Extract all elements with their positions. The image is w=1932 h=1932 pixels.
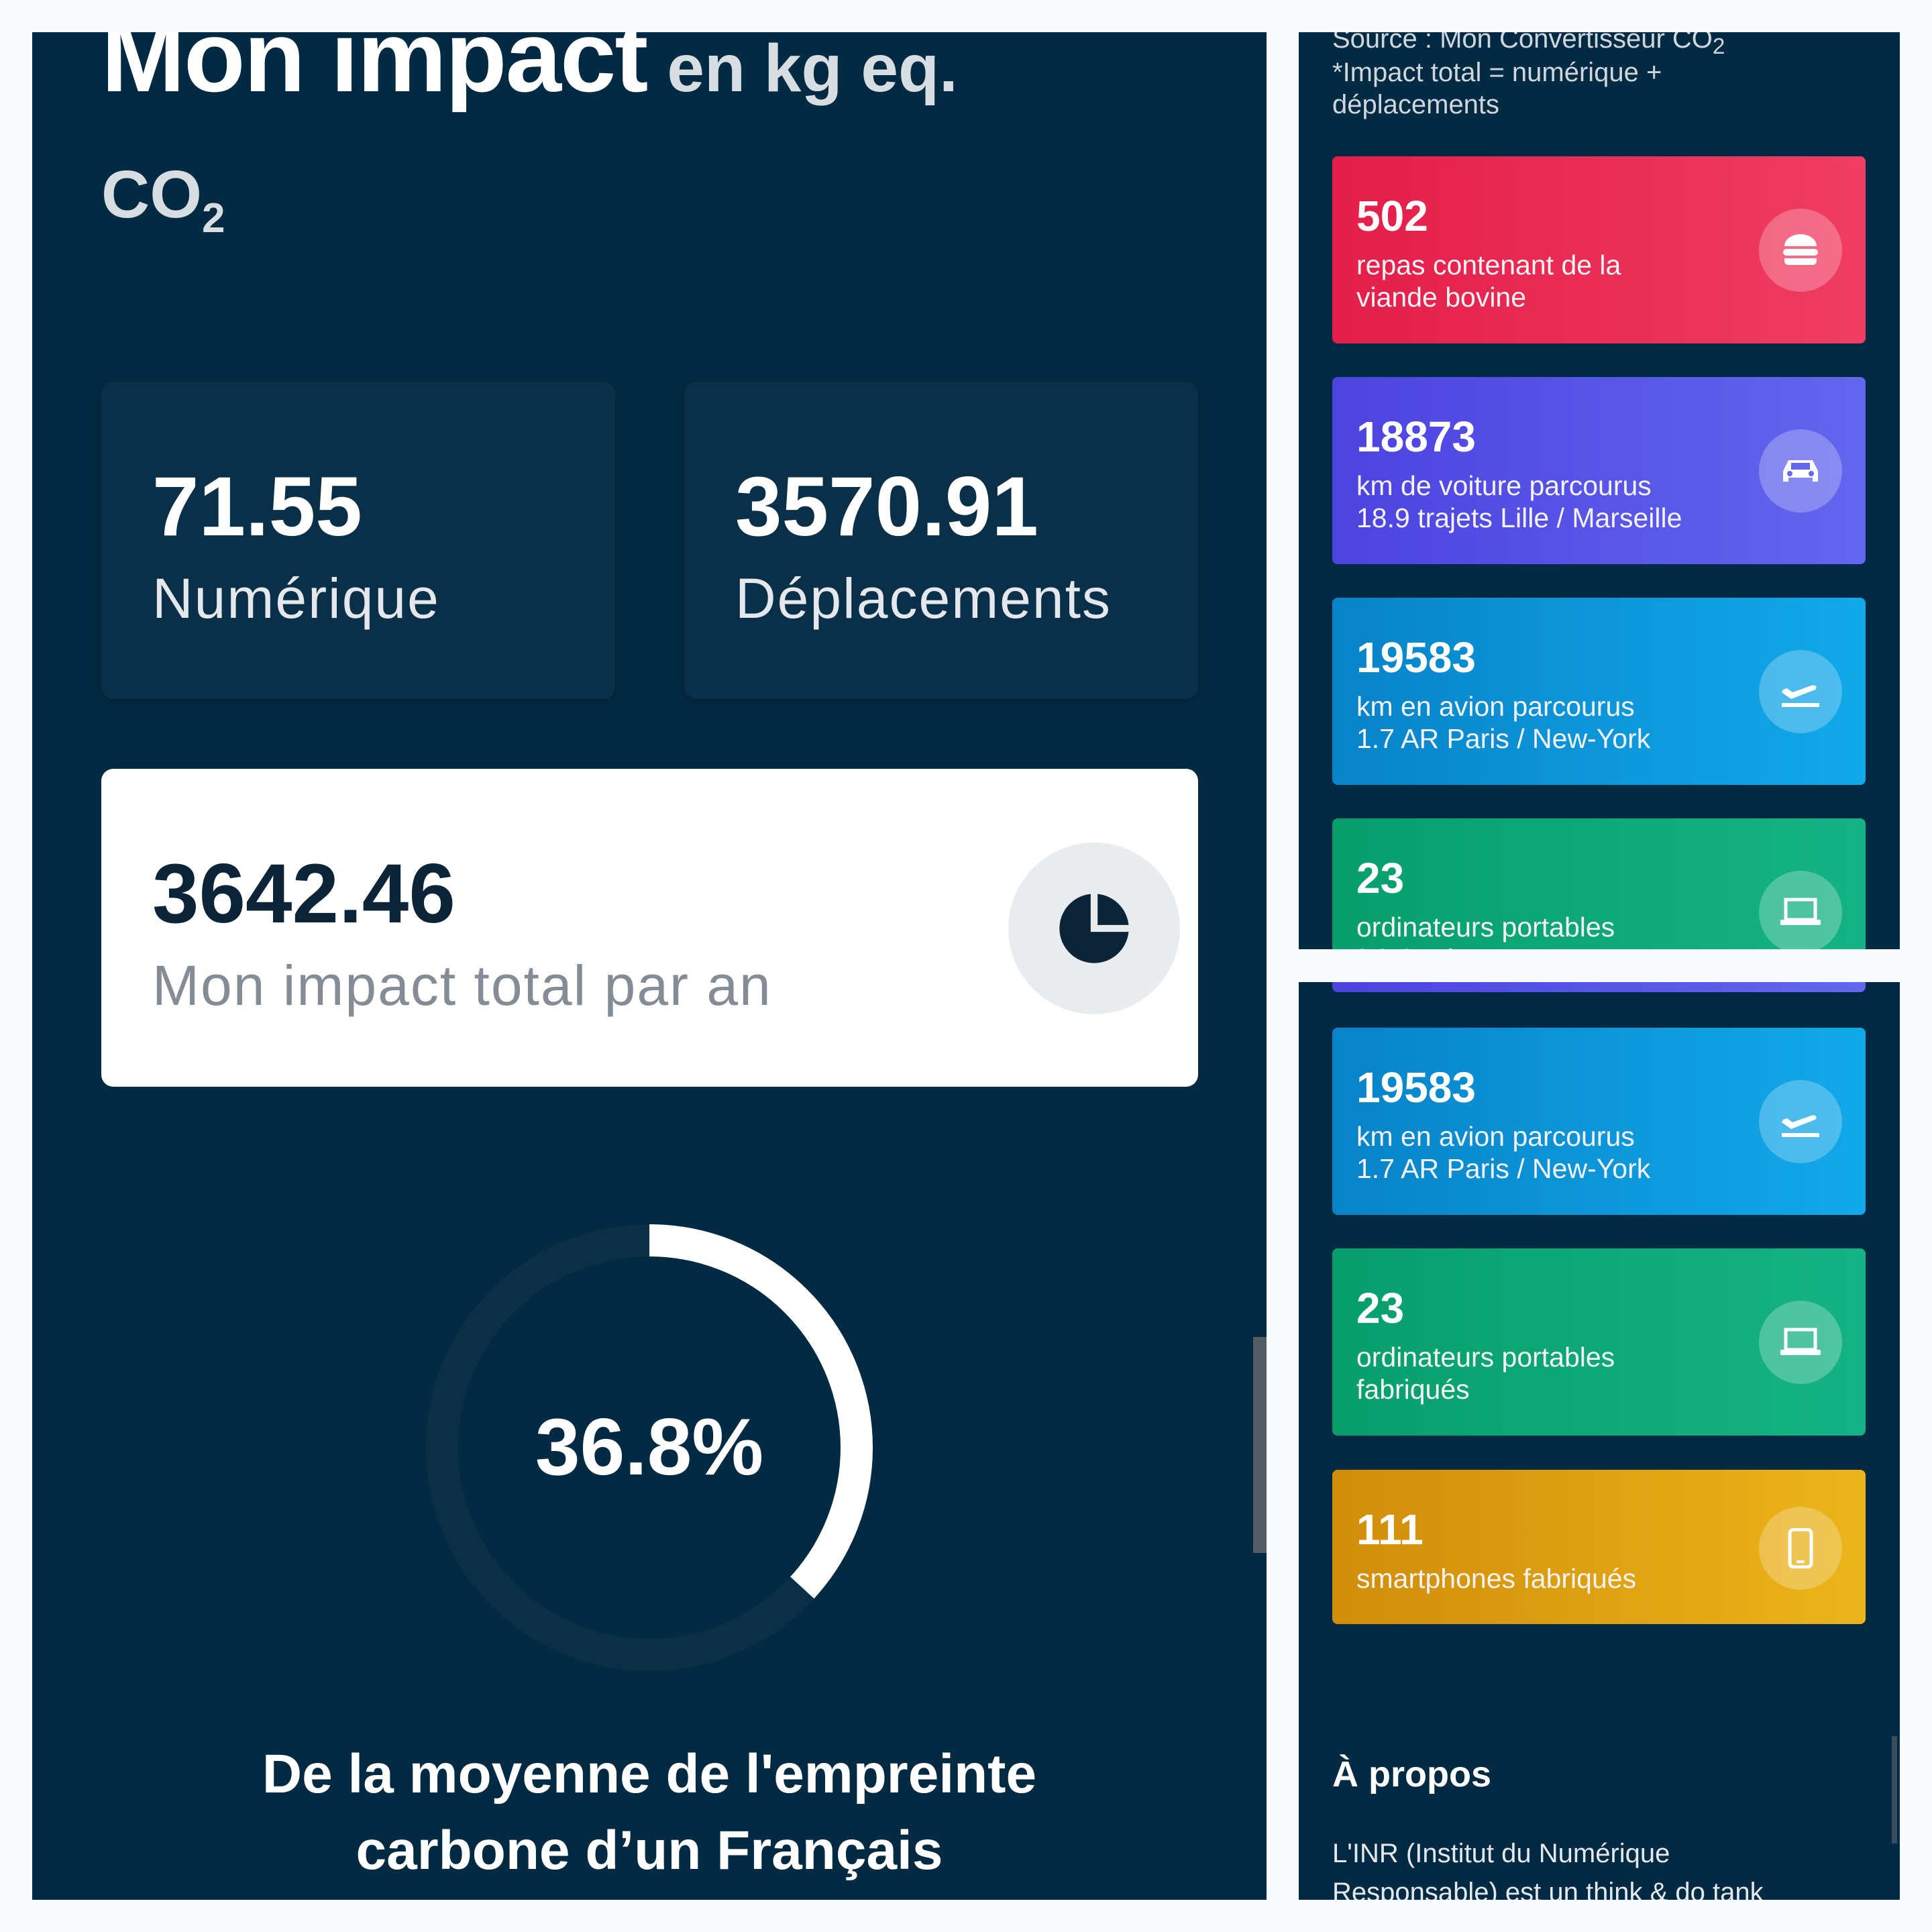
car-icon — [1759, 429, 1842, 513]
equivalent-card-plane: 19583 km en avion parcourus 1.7 AR Paris … — [1332, 1028, 1866, 1215]
stat-value: 3570.91 — [735, 460, 1038, 553]
footnote: *Impact total = numérique + — [1332, 58, 1662, 87]
scrollbar[interactable] — [1253, 1337, 1267, 1553]
ring-progress — [426, 1224, 873, 1671]
stat-value: 71.55 — [152, 460, 362, 553]
desc-line: repas contenant de la — [1356, 250, 1621, 280]
caption-line: carbone d’un Français — [356, 1820, 943, 1881]
inr-link[interactable]: Institut du Numérique — [1415, 1839, 1670, 1868]
total-impact-card: 3642.46 Mon impact total par an — [101, 769, 1198, 1087]
desc-line: 18.9 trajets Lille / Marseille — [1356, 502, 1682, 533]
equivalent-desc: km en avion parcourus 1.7 AR Paris / New-… — [1356, 1120, 1650, 1185]
equivalent-value: 19583 — [1356, 633, 1476, 682]
laptop-icon — [1759, 871, 1842, 949]
stat-label: Numérique — [152, 567, 440, 630]
plane-icon — [1759, 1080, 1842, 1163]
co2-text: CO2 — [101, 156, 225, 242]
equivalent-value: 18873 — [1356, 413, 1476, 461]
source-link-text[interactable]: Mon Convertisseur CO — [1440, 32, 1713, 54]
equivalent-desc: repas contenant de la viande bovine — [1356, 249, 1621, 313]
desc-line: fabriqués — [1356, 943, 1615, 949]
desc-line: fabriqués — [1356, 1374, 1470, 1405]
equivalent-desc: smartphones fabriqués — [1356, 1562, 1636, 1595]
unit-text: en kg eq. — [667, 32, 958, 106]
total-value: 3642.46 — [152, 847, 455, 941]
desc-line: km en avion parcourus — [1356, 1121, 1635, 1152]
desc-line: km de voiture parcourus — [1356, 470, 1652, 501]
source-prefix: Source : — [1332, 32, 1440, 54]
desc-line: ordinateurs portables — [1356, 1342, 1615, 1373]
co2-label: CO — [101, 157, 202, 232]
co2-subscript: 2 — [202, 195, 225, 241]
title-text: Mon impact — [101, 32, 648, 113]
plane-icon — [1759, 650, 1842, 733]
about-heading: À propos — [1332, 1754, 1491, 1794]
equivalent-card-plane: 19583 km en avion parcourus 1.7 AR Paris … — [1332, 598, 1866, 785]
stat-label: Déplacements — [735, 567, 1112, 630]
equivalent-value: 23 — [1356, 1284, 1405, 1332]
desc-line: 1.7 AR Paris / New-York — [1356, 1153, 1651, 1184]
footnote: déplacements — [1332, 90, 1500, 119]
about-prefix: L'INR ( — [1332, 1839, 1415, 1868]
pie-chart-icon[interactable] — [1008, 843, 1180, 1014]
equivalent-value: 502 — [1356, 192, 1428, 240]
equivalents-panel-bottom: 19583 km en avion parcourus 1.7 AR Paris … — [1299, 982, 1900, 1900]
smartphone-icon — [1759, 1507, 1842, 1590]
desc-line: smartphones fabriqués — [1356, 1563, 1637, 1594]
equivalents-panel-top: Source : Mon Convertisseur CO2 *Impact t… — [1299, 32, 1900, 949]
equivalent-value: 23 — [1356, 854, 1405, 902]
stat-card-numerique: 71.55 Numérique — [101, 382, 615, 699]
source-note: Source : Mon Convertisseur CO2 — [1332, 32, 1725, 60]
stat-card-deplacements: 3570.91 Déplacements — [684, 382, 1198, 699]
equivalent-value: 19583 — [1356, 1063, 1476, 1112]
source-link[interactable]: Mon Convertisseur CO2 — [1440, 32, 1725, 59]
equivalent-card-smartphone: 111 smartphones fabriqués — [1332, 1470, 1866, 1624]
total-label: Mon impact total par an — [152, 954, 772, 1017]
equivalent-card-car: 18873 km de voiture parcourus 18.9 trajet… — [1332, 377, 1866, 564]
percent-label: 36.8% — [535, 1402, 764, 1492]
equivalent-desc: km en avion parcourus 1.7 AR Paris / New-… — [1356, 690, 1650, 755]
equivalent-desc: km de voiture parcourus 18.9 trajets Lill… — [1356, 470, 1682, 534]
desc-line: 1.7 AR Paris / New-York — [1356, 723, 1651, 754]
laptop-icon — [1759, 1301, 1842, 1384]
progress-ring — [426, 1224, 873, 1671]
equivalent-card-beef: 502 repas contenant de la viande bovine — [1332, 156, 1866, 343]
scrollbar[interactable] — [1892, 1736, 1897, 1843]
page-title: Mon impact en kg eq. — [101, 32, 958, 115]
desc-line: ordinateurs portables — [1356, 912, 1615, 943]
impact-panel: Mon impact en kg eq. CO2 71.55 Numérique … — [32, 32, 1267, 1900]
equivalent-value: 111 — [1356, 1505, 1424, 1554]
gauge-caption: De la moyenne de l'empreinte carbone d’un… — [113, 1736, 1186, 1889]
desc-line: km en avion parcourus — [1356, 691, 1635, 722]
equivalent-card-car-edge — [1332, 982, 1866, 992]
source-sub: 2 — [1712, 34, 1725, 59]
burger-icon — [1759, 209, 1842, 292]
about-line: Responsable) est un think & do tank — [1332, 1878, 1764, 1900]
about-text: L'INR (Institut du Numérique Responsable)… — [1332, 1834, 1869, 1900]
desc-line: viande bovine — [1356, 282, 1527, 313]
caption-line: De la moyenne de l'empreinte — [262, 1743, 1037, 1805]
